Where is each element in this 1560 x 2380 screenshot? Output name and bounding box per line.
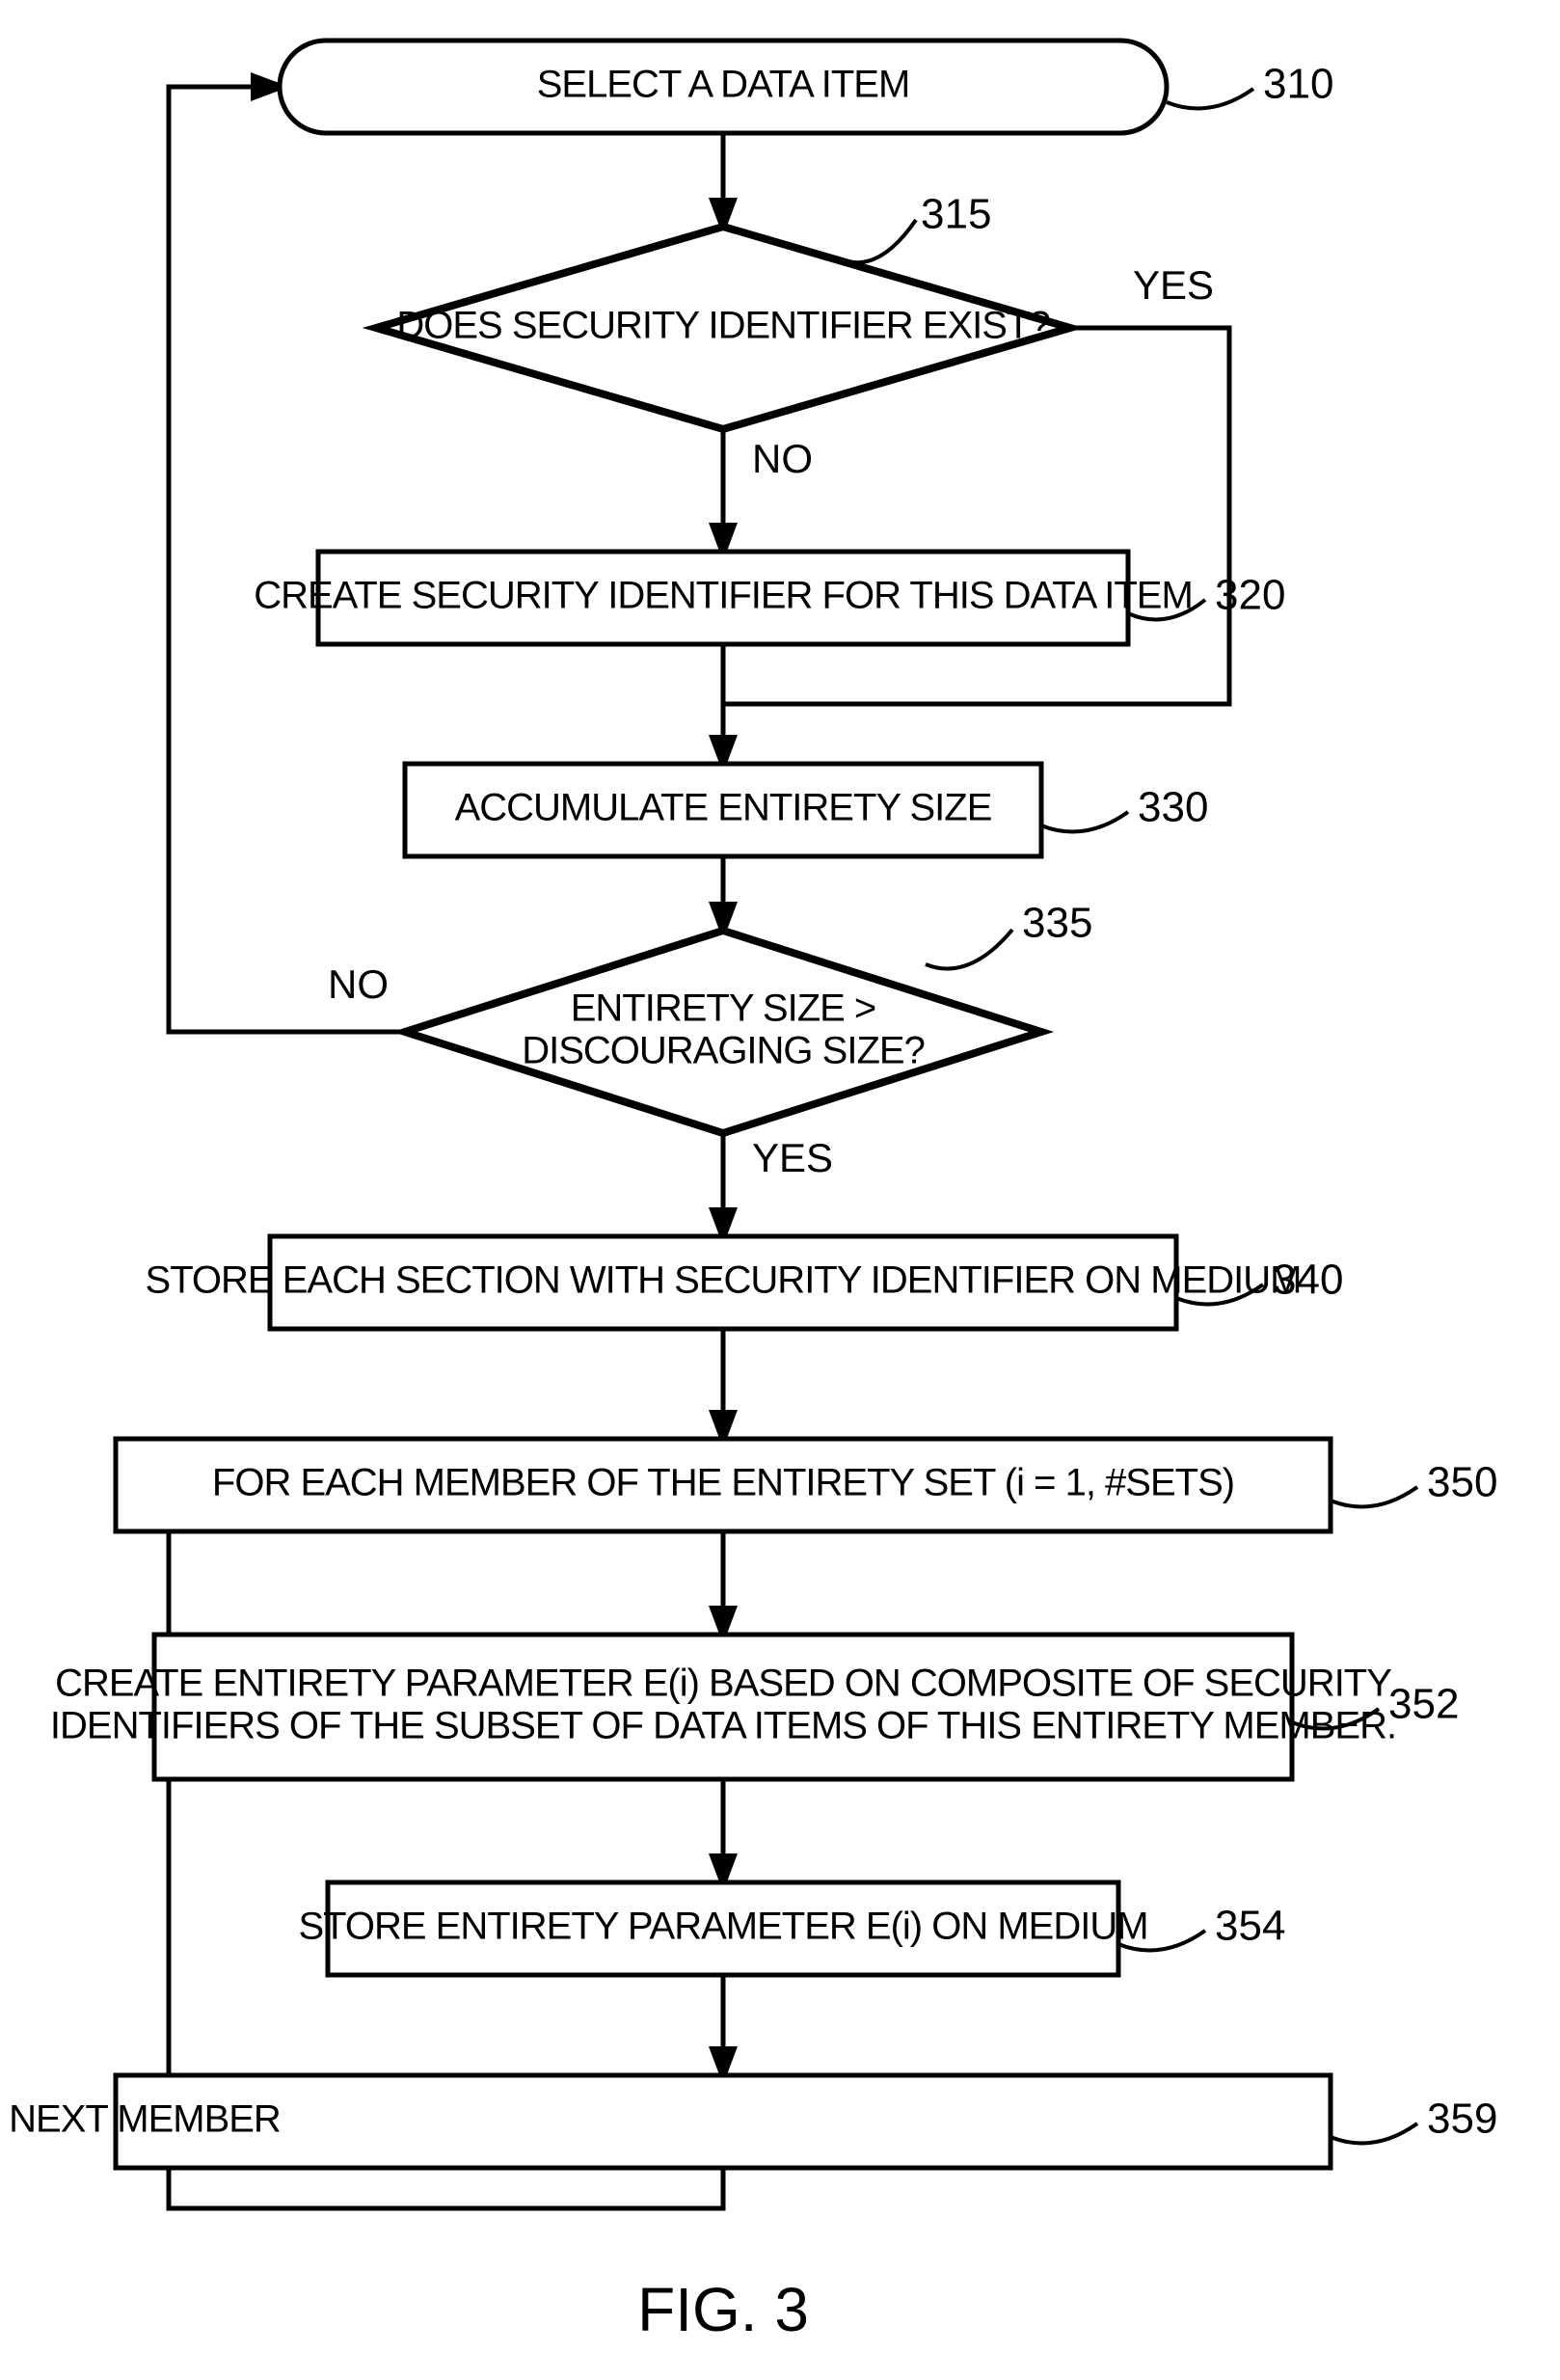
ref-label-330: 330 <box>1138 784 1208 831</box>
node-text: ENTIRETY SIZE > <box>571 987 876 1030</box>
node-text: STORE EACH SECTION WITH SECURITY IDENTIF… <box>146 1259 1302 1302</box>
node-n354: STORE ENTIRETY PARAMETER E(i) ON MEDIUM <box>298 1882 1147 1975</box>
branch-label: YES <box>1133 262 1214 308</box>
node-text: DISCOURAGING SIZE? <box>522 1030 925 1072</box>
branch-label: NO <box>328 961 389 1007</box>
node-text: FOR EACH MEMBER OF THE ENTIRETY SET (i =… <box>212 1462 1234 1504</box>
node-n352: CREATE ENTIRETY PARAMETER E(i) BASED ON … <box>50 1635 1396 1779</box>
ref-label-352: 352 <box>1388 1681 1459 1728</box>
branch-label: NO <box>752 436 813 481</box>
ref-label-310: 310 <box>1263 61 1333 108</box>
node-n315: DOES SECURITY IDENTIFIER EXIST? <box>376 227 1070 429</box>
node-n335: ENTIRETY SIZE >DISCOURAGING SIZE? <box>405 931 1041 1133</box>
node-n320: CREATE SECURITY IDENTIFIER FOR THIS DATA… <box>254 552 1193 644</box>
ref-label-320: 320 <box>1215 572 1285 619</box>
node-n340: STORE EACH SECTION WITH SECURITY IDENTIF… <box>146 1236 1302 1329</box>
node-n350: FOR EACH MEMBER OF THE ENTIRETY SET (i =… <box>116 1439 1331 1531</box>
node-text: DOES SECURITY IDENTIFIER EXIST? <box>396 305 1049 347</box>
figure-label: FIG. 3 <box>637 2275 809 2344</box>
node-text: CREATE SECURITY IDENTIFIER FOR THIS DATA… <box>254 575 1193 617</box>
ref-label-350: 350 <box>1427 1459 1497 1506</box>
ref-label-340: 340 <box>1273 1257 1343 1304</box>
node-text: CREATE ENTIRETY PARAMETER E(i) BASED ON … <box>55 1663 1391 1705</box>
ref-label-335: 335 <box>1022 900 1092 947</box>
node-text: SELECT A DATA ITEM <box>537 64 910 106</box>
node-text: IDENTIFIERS OF THE SUBSET OF DATA ITEMS … <box>50 1705 1396 1747</box>
node-text: ACCUMULATE ENTIRETY SIZE <box>455 787 992 829</box>
ref-label-359: 359 <box>1427 2096 1497 2143</box>
node-n310: SELECT A DATA ITEM <box>280 41 1167 133</box>
node-n330: ACCUMULATE ENTIRETY SIZE <box>405 764 1041 856</box>
branch-label: YES <box>752 1135 833 1180</box>
ref-label-315: 315 <box>921 191 991 238</box>
ref-label-354: 354 <box>1215 1903 1285 1950</box>
node-text: STORE ENTIRETY PARAMETER E(i) ON MEDIUM <box>298 1906 1147 1948</box>
node-n359: NEXT MEMBER <box>9 2075 1331 2168</box>
node-text: NEXT MEMBER <box>9 2098 281 2141</box>
